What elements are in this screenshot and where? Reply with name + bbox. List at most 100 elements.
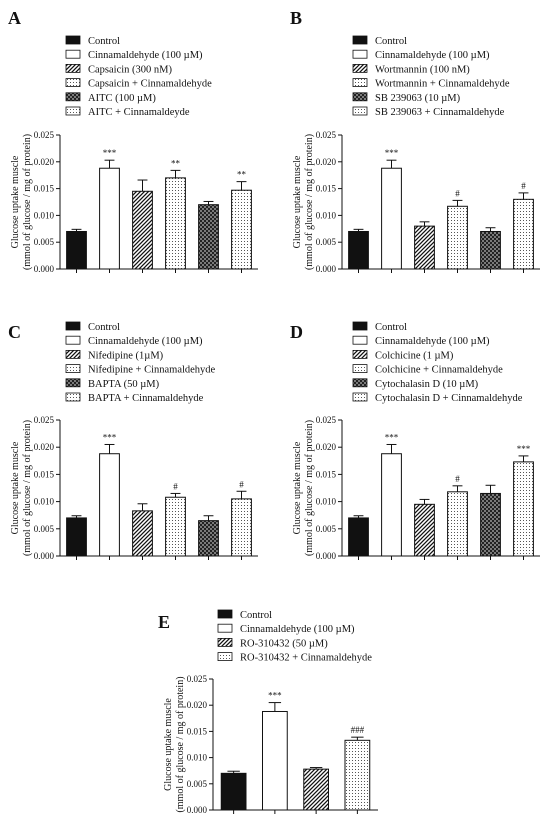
legend-swatch	[65, 364, 81, 374]
legend: Control Cinnamaldehyde (100 µM) Nifedipine…	[65, 321, 216, 404]
y-tick-label: 0.015	[187, 726, 208, 736]
legend-swatch	[65, 35, 81, 45]
legend-swatch	[217, 652, 233, 661]
y-tick-label: 0.020	[316, 157, 337, 167]
y-tick-label: 0.000	[316, 551, 337, 561]
legend-swatch	[217, 623, 233, 633]
bar	[447, 205, 468, 270]
significance-marker: **	[237, 170, 247, 180]
legend-label: Capsaicin + Cinnamaldehyde	[88, 79, 212, 90]
bar	[132, 510, 153, 557]
legend-swatch	[65, 106, 81, 116]
legend-label: BAPTA (50 µM)	[88, 379, 160, 390]
legend-swatch	[352, 92, 368, 102]
y-tick-label: 0.020	[34, 157, 55, 167]
y-tick-label: 0.000	[34, 264, 55, 274]
bar	[344, 739, 371, 811]
y-tick-label: 0.025	[316, 415, 337, 425]
bar	[198, 520, 219, 557]
y-tick-label: 0.015	[34, 184, 55, 194]
y-tick-label: 0.005	[316, 237, 337, 247]
y-tick-label: 0.020	[187, 700, 208, 710]
legend-swatch	[217, 638, 233, 647]
significance-marker: ###	[351, 725, 365, 735]
legend-swatch	[65, 335, 81, 345]
y-axis-label-units: (mmol of glucose / mg of protein)	[304, 134, 315, 270]
y-tick-label: 0.020	[316, 442, 337, 452]
bar	[414, 503, 435, 557]
legend: Control Cinnamaldehyde (100 µM) Wortmannin…	[352, 35, 510, 118]
y-tick-label: 0.025	[34, 415, 55, 425]
y-tick-label: 0.010	[34, 210, 55, 220]
y-tick-label: 0.000	[316, 264, 337, 274]
legend: Control Cinnamaldehyde (100 µM) Capsaicin …	[65, 35, 212, 118]
significance-marker: **	[171, 158, 181, 168]
bar	[220, 772, 247, 811]
legend-swatch	[352, 392, 368, 402]
legend-swatch	[217, 609, 233, 619]
y-tick-label: 0.025	[187, 674, 208, 684]
legend-label: Wortmannin (100 nM)	[375, 64, 470, 75]
legend-label: Control	[88, 322, 120, 333]
bar	[132, 190, 153, 270]
bar	[231, 189, 252, 270]
legend-label: Control	[375, 36, 407, 47]
panel-c: C Control Cinnamaldehyde (100 µM) Nifedipin…	[8, 321, 258, 561]
y-axis-label-units: (mmol of glucose / mg of protein)	[304, 420, 315, 556]
y-tick-label: 0.010	[187, 753, 208, 763]
y-axis-label: Glucose uptake muscle	[163, 698, 174, 791]
legend-label: Colchicine + Cinnamaldehyde	[375, 365, 503, 376]
panel-letter: E	[158, 612, 170, 632]
legend-swatch	[65, 49, 81, 59]
bar	[303, 768, 329, 811]
legend-swatch	[352, 321, 368, 331]
legend-swatch	[352, 106, 368, 116]
bar	[348, 230, 369, 270]
legend-swatch	[65, 392, 81, 402]
legend: Control Cinnamaldehyde (100 µM) Colchicine…	[352, 321, 523, 404]
legend-swatch	[65, 64, 81, 73]
y-axis-label: Glucose uptake muscle	[292, 155, 303, 248]
legend-swatch	[65, 349, 81, 359]
legend-label: Control	[375, 322, 407, 333]
significance-marker: ***	[517, 444, 531, 454]
y-tick-label: 0.020	[34, 442, 55, 452]
bar	[66, 230, 87, 270]
y-axis-label: Glucose uptake muscle	[292, 441, 303, 534]
significance-marker: ***	[385, 432, 399, 442]
legend-swatch	[65, 321, 81, 331]
legend-label: Cinnamaldehyde (100 µM)	[375, 50, 490, 61]
legend-label: Cytochalasin D + Cinnamaldehyde	[375, 393, 523, 404]
bar	[99, 167, 120, 270]
legend-label: Wortmannin + Cinnamaldehyde	[375, 79, 510, 90]
panel-letter: A	[8, 8, 21, 28]
legend-label: SB 239063 + Cinnamaldehyde	[375, 107, 505, 118]
y-axis-label-units: (mmol of glucose / mg of protein)	[175, 676, 186, 812]
legend-swatch	[65, 378, 81, 388]
bar	[447, 491, 468, 557]
bar	[231, 498, 252, 557]
bar	[198, 204, 219, 270]
bar	[165, 177, 186, 270]
significance-marker: #	[455, 474, 460, 484]
legend-label: Cinnamaldehyde (100 µM)	[375, 336, 490, 347]
legend-label: Cinnamaldehyde (100 µM)	[88, 336, 203, 347]
significance-marker: #	[239, 479, 244, 489]
legend-label: Cinnamaldehyde (100 µM)	[240, 624, 355, 635]
bar	[381, 453, 402, 557]
legend-swatch	[352, 78, 368, 87]
legend-swatch	[352, 64, 368, 73]
legend-label: BAPTA + Cinnamaldehyde	[88, 393, 204, 404]
legend-label: AITC + Cinnamaldeyde	[88, 107, 190, 118]
panel-letter: D	[290, 322, 303, 342]
legend-swatch	[352, 49, 368, 59]
legend-label: Colchicine (1 µM)	[375, 350, 454, 361]
significance-marker: ***	[268, 691, 282, 701]
y-tick-label: 0.000	[187, 805, 208, 815]
panel-d: D Control Cinnamaldehyde (100 µM) Colchicin…	[290, 321, 540, 561]
panel-a: A Control Cinnamaldehyde (100 µM) Capsaicin…	[8, 8, 258, 274]
legend-label: Nifedipine + Cinnamaldehyde	[88, 365, 216, 376]
legend-label: Cinnamaldehyde (100 µM)	[88, 50, 203, 61]
legend-label: AITC (100 µM)	[88, 93, 156, 104]
panel-letter: C	[8, 322, 21, 342]
